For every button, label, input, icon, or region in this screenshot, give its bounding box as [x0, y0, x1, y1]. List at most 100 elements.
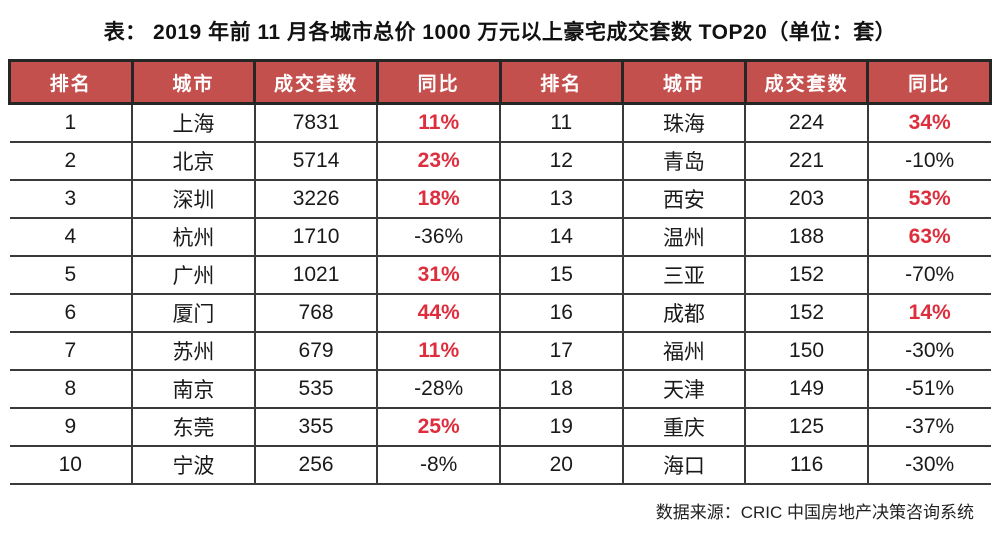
- yoy-cell: 34%: [866, 102, 991, 143]
- yoy-cell: 18%: [376, 179, 501, 219]
- yoy-cell: 11%: [376, 102, 501, 143]
- city-cell: 三亚: [621, 255, 747, 295]
- table-row: 4 杭州 1710 -36% 14 温州 188 63%: [9, 217, 991, 257]
- column-header: 城市: [621, 59, 747, 105]
- yoy-cell: -70%: [866, 255, 991, 295]
- rank-cell: 12: [499, 141, 624, 181]
- data-source: 数据来源：CRIC 中国房地产决策咨询系统: [655, 503, 974, 522]
- column-header: 同比: [375, 59, 502, 105]
- yoy-cell: 53%: [866, 179, 991, 219]
- count-cell: 125: [744, 407, 869, 447]
- rank-cell: 9: [9, 407, 134, 447]
- city-cell: 东莞: [131, 407, 256, 447]
- city-cell: 北京: [131, 141, 256, 181]
- rank-cell: 2: [9, 141, 134, 181]
- header-row: 排名 城市 成交套数 同比 排名 城市 成交套数 同比: [8, 59, 992, 105]
- rank-cell: 13: [499, 179, 624, 219]
- city-cell: 广州: [131, 255, 256, 295]
- count-cell: 116: [744, 445, 869, 485]
- rank-cell: 1: [9, 102, 134, 143]
- table-title: 表： 2019 年前 11 月各城市总价 1000 万元以上豪宅成交套数 TOP…: [103, 21, 897, 44]
- yoy-cell: 44%: [376, 293, 501, 333]
- yoy-cell: 31%: [376, 255, 501, 295]
- rank-cell: 5: [9, 255, 134, 295]
- rank-cell: 10: [9, 445, 134, 485]
- yoy-cell: 11%: [376, 331, 501, 371]
- count-cell: 224: [744, 102, 869, 143]
- city-cell: 宁波: [131, 445, 256, 485]
- yoy-cell: -30%: [866, 331, 991, 371]
- city-cell: 成都: [621, 293, 747, 333]
- rank-cell: 7: [9, 331, 134, 371]
- rank-cell: 4: [9, 217, 134, 257]
- column-header: 城市: [130, 59, 257, 105]
- yoy-cell: -37%: [866, 407, 991, 447]
- rank-cell: 6: [9, 293, 134, 333]
- table-row: 3 深圳 3226 18% 13 西安 203 53%: [9, 179, 991, 219]
- count-cell: 152: [744, 255, 869, 295]
- city-cell: 杭州: [131, 217, 256, 257]
- table-row: 8 南京 535 -28% 18 天津 149 -51%: [9, 369, 991, 409]
- top20-table: 排名 城市 成交套数 同比 排名 城市 成交套数 同比 1 上海 7831 11% 11 珠海 224 34…: [8, 59, 992, 485]
- count-cell: 768: [253, 293, 379, 333]
- count-cell: 152: [744, 293, 869, 333]
- table-row: 7 苏州 679 11% 17 福州 150 -30%: [9, 331, 991, 371]
- city-cell: 天津: [621, 369, 747, 409]
- count-cell: 149: [744, 369, 869, 409]
- yoy-cell: 63%: [866, 217, 991, 257]
- city-cell: 福州: [621, 331, 747, 371]
- count-cell: 355: [253, 407, 379, 447]
- count-cell: 679: [253, 331, 379, 371]
- rank-cell: 3: [9, 179, 134, 219]
- count-cell: 203: [744, 179, 869, 219]
- city-cell: 温州: [621, 217, 747, 257]
- city-cell: 深圳: [131, 179, 256, 219]
- rank-cell: 15: [499, 255, 624, 295]
- yoy-cell: -36%: [376, 217, 501, 257]
- yoy-cell: -8%: [376, 445, 501, 485]
- table-row: 9 东莞 355 25% 19 重庆 125 -37%: [9, 407, 991, 447]
- rank-cell: 18: [499, 369, 624, 409]
- table-row: 5 广州 1021 31% 15 三亚 152 -70%: [9, 255, 991, 295]
- rank-cell: 8: [9, 369, 134, 409]
- column-header: 成交套数: [253, 59, 379, 105]
- city-cell: 厦门: [131, 293, 256, 333]
- count-cell: 1710: [253, 217, 379, 257]
- rank-cell: 19: [499, 407, 624, 447]
- rank-cell: 16: [499, 293, 624, 333]
- yoy-cell: -30%: [866, 445, 991, 485]
- table-row: 1 上海 7831 11% 11 珠海 224 34%: [9, 102, 991, 143]
- city-cell: 珠海: [621, 102, 747, 143]
- yoy-cell: 14%: [866, 293, 991, 333]
- city-cell: 重庆: [621, 407, 747, 447]
- rank-cell: 20: [499, 445, 624, 485]
- table-row: 10 宁波 256 -8% 20 海口 116 -30%: [9, 445, 991, 485]
- city-cell: 南京: [131, 369, 256, 409]
- city-cell: 苏州: [131, 331, 256, 371]
- city-cell: 海口: [621, 445, 747, 485]
- yoy-cell: -28%: [376, 369, 501, 409]
- rank-cell: 14: [499, 217, 624, 257]
- count-cell: 3226: [253, 179, 379, 219]
- count-cell: 535: [253, 369, 379, 409]
- yoy-cell: 23%: [376, 141, 501, 181]
- table-body: 1 上海 7831 11% 11 珠海 224 34% 2 北京 5714 23% 12 青岛 221 -10…: [9, 102, 991, 485]
- table-row: 2 北京 5714 23% 12 青岛 221 -10%: [9, 141, 991, 181]
- count-cell: 5714: [253, 141, 379, 181]
- rank-cell: 17: [499, 331, 624, 371]
- column-header: 成交套数: [743, 59, 870, 105]
- column-header: 排名: [8, 59, 134, 105]
- count-cell: 256: [253, 445, 379, 485]
- count-cell: 150: [744, 331, 869, 371]
- yoy-cell: -10%: [866, 141, 991, 181]
- city-cell: 上海: [131, 102, 256, 143]
- column-header: 同比: [866, 59, 992, 105]
- column-header: 排名: [498, 59, 625, 105]
- count-cell: 7831: [253, 102, 379, 143]
- yoy-cell: -51%: [866, 369, 991, 409]
- yoy-cell: 25%: [376, 407, 501, 447]
- rank-cell: 11: [499, 102, 624, 143]
- city-cell: 西安: [621, 179, 747, 219]
- city-cell: 青岛: [621, 141, 747, 181]
